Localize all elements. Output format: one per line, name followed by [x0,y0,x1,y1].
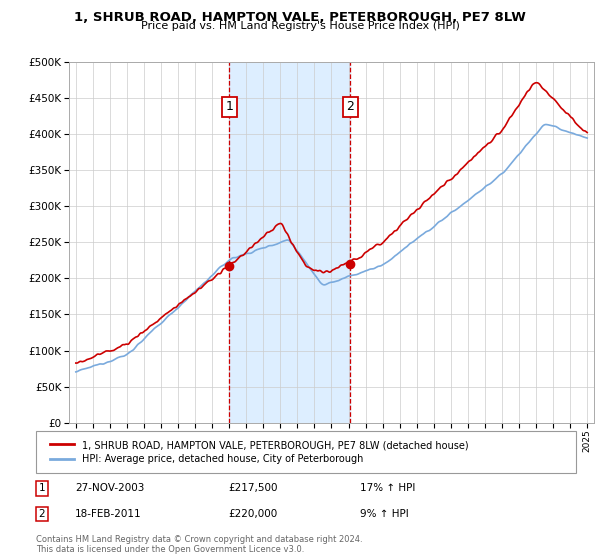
Text: 18-FEB-2011: 18-FEB-2011 [75,509,142,519]
Legend: 1, SHRUB ROAD, HAMPTON VALE, PETERBOROUGH, PE7 8LW (detached house), HPI: Averag: 1, SHRUB ROAD, HAMPTON VALE, PETERBOROUG… [46,436,473,468]
Text: 17% ↑ HPI: 17% ↑ HPI [360,483,415,493]
Text: 9% ↑ HPI: 9% ↑ HPI [360,509,409,519]
Text: 2: 2 [38,509,46,519]
Text: £220,000: £220,000 [228,509,277,519]
Text: 2: 2 [346,100,354,113]
Text: 27-NOV-2003: 27-NOV-2003 [75,483,145,493]
Text: 1: 1 [225,100,233,113]
Bar [229,62,350,423]
Text: £217,500: £217,500 [228,483,277,493]
Text: Contains HM Land Registry data © Crown copyright and database right 2024.
This d: Contains HM Land Registry data © Crown c… [36,535,362,554]
Text: 1: 1 [38,483,46,493]
Text: Price paid vs. HM Land Registry's House Price Index (HPI): Price paid vs. HM Land Registry's House … [140,21,460,31]
Text: 1, SHRUB ROAD, HAMPTON VALE, PETERBOROUGH, PE7 8LW: 1, SHRUB ROAD, HAMPTON VALE, PETERBOROUG… [74,11,526,24]
